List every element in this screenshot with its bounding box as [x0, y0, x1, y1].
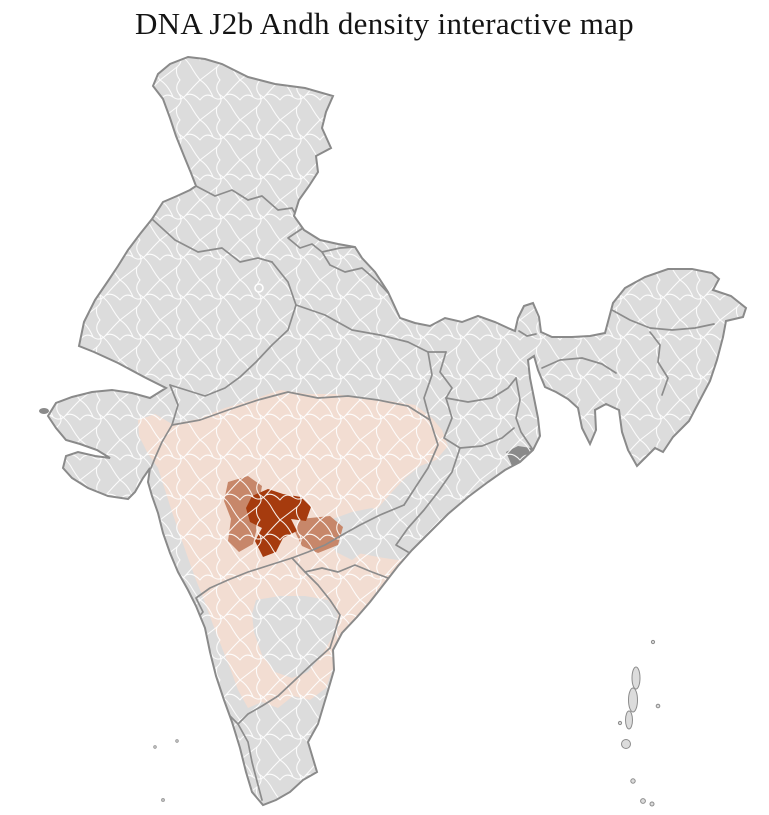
state-borders — [150, 185, 715, 801]
map-title: DNA J2b Andh density interactive map — [135, 6, 634, 41]
lakshadweep-islands — [153, 739, 179, 802]
kutch-islet — [39, 408, 49, 414]
district-boundaries-mesh — [48, 57, 746, 805]
india-landmass[interactable] — [0, 40, 769, 815]
delhi-district[interactable] — [254, 283, 264, 293]
andaman-nicobar-islands — [617, 639, 661, 807]
